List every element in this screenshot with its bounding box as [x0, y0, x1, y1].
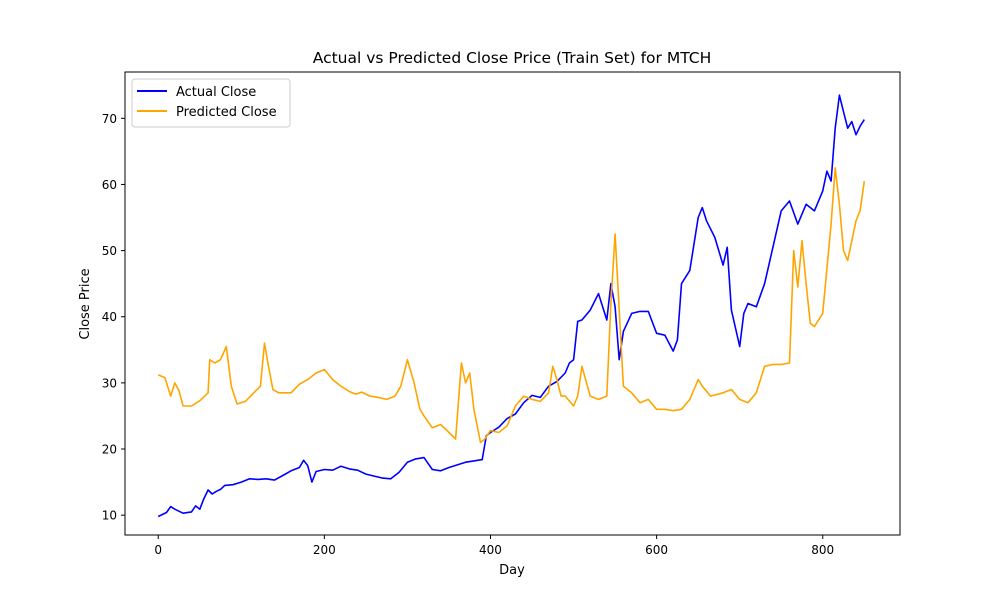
chart-title: Actual vs Predicted Close Price (Train S… [313, 49, 711, 67]
x-tick-label: 0 [154, 543, 162, 557]
y-tick-label: 10 [102, 509, 117, 523]
y-tick-label: 30 [102, 376, 117, 390]
series-line-actual-close [157, 94, 865, 518]
x-tick-label: 400 [479, 543, 502, 557]
plot-area [157, 94, 866, 518]
y-axis: 10 20 30 40 50 60 70 [102, 112, 125, 523]
x-axis: 0 200 400 600 800 [154, 535, 834, 557]
y-tick-label: 40 [102, 310, 117, 324]
x-tick-label: 200 [313, 543, 336, 557]
y-tick-label: 50 [102, 244, 117, 258]
x-tick-label: 800 [811, 543, 834, 557]
x-axis-label: Day [499, 563, 525, 578]
legend-label-actual-close: Actual Close [176, 85, 256, 100]
y-tick-label: 20 [102, 443, 117, 457]
series-line-predicted-close [157, 167, 866, 444]
axes-frame [124, 71, 901, 536]
y-tick-label: 60 [102, 178, 117, 192]
y-axis-label: Close Price [78, 268, 93, 339]
x-tick-label: 600 [645, 543, 668, 557]
legend-box [131, 78, 291, 128]
legend: Actual Close Predicted Close [131, 78, 291, 128]
legend-label-predicted-close: Predicted Close [176, 105, 277, 120]
y-tick-label: 70 [102, 112, 117, 126]
